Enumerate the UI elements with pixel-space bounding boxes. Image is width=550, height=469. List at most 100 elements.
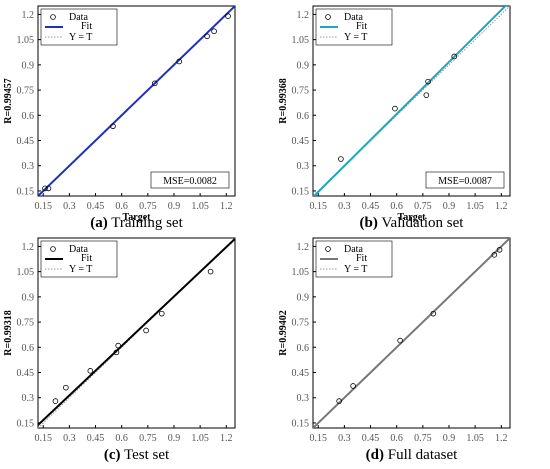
y-tick-label: 0.45 <box>292 136 310 147</box>
x-tick-label: 1.05 <box>191 433 209 444</box>
data-point <box>52 398 59 404</box>
legend-label: Y = T <box>69 264 92 275</box>
x-tick-label: 0.45 <box>362 201 380 212</box>
fit-line <box>313 238 510 428</box>
plot-area <box>313 238 510 428</box>
caption-letter: (a) <box>90 215 108 231</box>
y-tick-label: 1.2 <box>22 242 35 253</box>
data-point <box>225 13 231 19</box>
data-point <box>491 252 498 258</box>
plot-area <box>38 238 235 428</box>
x-tick-label: 0.3 <box>338 201 351 212</box>
plot-area <box>313 6 510 196</box>
legend-marker-data <box>325 246 331 252</box>
data-point <box>176 58 183 65</box>
fit-line <box>38 238 235 426</box>
x-tick-label: 1.2 <box>220 201 233 212</box>
legend-label: Data <box>69 12 88 23</box>
x-tick-label: 0.75 <box>414 433 432 444</box>
x-tick-label: 1.2 <box>495 433 508 444</box>
legend-marker-data <box>325 14 331 20</box>
data-point <box>110 123 116 130</box>
y-tick-label: 0.3 <box>22 393 35 404</box>
y-axis-label: R=0.99318 <box>3 310 14 355</box>
data-point <box>338 156 344 162</box>
x-tick-label: 0.45 <box>87 201 105 212</box>
data-point <box>423 92 430 98</box>
y-tick-label: 1.2 <box>297 10 310 21</box>
caption-text: Full dataset <box>384 447 458 463</box>
mse-label: MSE=0.0087 <box>438 176 492 187</box>
data-point <box>115 342 121 349</box>
y-tick-label: 0.75 <box>17 318 35 329</box>
x-tick-label: 0.9 <box>168 201 181 212</box>
y-tick-label: 0.15 <box>17 186 35 197</box>
data-point <box>204 33 210 40</box>
y-tick-label: 1.05 <box>292 35 310 46</box>
x-tick-label: 0.15 <box>34 201 52 212</box>
mse-box <box>425 171 505 189</box>
x-tick-label: 0.9 <box>168 433 181 444</box>
y-tick-label: 0.45 <box>292 368 310 379</box>
x-tick-label: 1.2 <box>495 201 508 212</box>
legend-label: Fit <box>356 253 367 264</box>
x-axis-label: Target <box>398 212 427 223</box>
legend-marker-data <box>50 14 56 20</box>
y-tick-label: 1.05 <box>17 35 35 46</box>
y-tick-label: 1.05 <box>17 267 35 278</box>
y-tick-label: 1.2 <box>22 10 35 21</box>
y-axis-label: R=0.99402 <box>278 310 289 355</box>
chart-svg: 0.15 0.15 0.3 0.3 0.45 0.45 0.6 0.6 0.75 0.75 0.9 0… <box>3 5 236 231</box>
x-tick-label: 1.05 <box>466 433 484 444</box>
x-tick-label: 1.2 <box>220 433 233 444</box>
data-point <box>143 327 149 334</box>
legend-label: Y = T <box>69 32 92 43</box>
legend-label: Data <box>69 244 88 255</box>
legend-label: Data <box>344 12 363 23</box>
panel-caption: (c) Test set <box>104 447 170 463</box>
y-tick-label: 0.3 <box>297 393 310 404</box>
data-point <box>451 53 458 60</box>
chart-panel-test: 0.15 0.15 0.3 0.3 0.45 0.45 0.6 0.6 0.75 0.75 0.9 0… <box>0 232 275 464</box>
x-tick-label: 0.6 <box>115 433 128 444</box>
y-tick-label: 0.9 <box>22 60 35 71</box>
mse-label: MSE=0.0082 <box>163 176 217 187</box>
x-tick-label: 0.6 <box>115 201 128 212</box>
x-tick-label: 0.3 <box>63 433 76 444</box>
data-point <box>63 384 69 391</box>
y-tick-label: 0.9 <box>297 292 310 303</box>
data-point <box>113 349 120 356</box>
panel-caption: (d) Full dataset <box>366 447 458 463</box>
caption-letter: (b) <box>360 215 378 231</box>
y-tick-label: 1.05 <box>292 267 310 278</box>
x-tick-label: 0.75 <box>139 433 157 444</box>
y-tick-label: 0.6 <box>22 111 35 122</box>
data-point <box>336 398 342 404</box>
x-tick-label: 0.9 <box>443 433 456 444</box>
data-point <box>397 337 403 344</box>
fit-line <box>38 6 235 196</box>
data-point <box>152 80 158 87</box>
caption-letter: (d) <box>366 447 384 463</box>
fit-line <box>313 6 507 196</box>
legend-label: Y = T <box>344 32 367 43</box>
x-tick-label: 0.45 <box>362 433 380 444</box>
data-point <box>45 185 52 192</box>
data-point <box>350 383 356 389</box>
x-axis-label: Target <box>123 212 152 223</box>
chart-svg: 0.15 0.15 0.3 0.3 0.45 0.45 0.6 0.6 0.75 0.75 0.9 0… <box>278 237 511 463</box>
data-point <box>430 310 437 317</box>
x-tick-label: 0.6 <box>390 201 403 212</box>
y-tick-label: 0.15 <box>17 418 35 429</box>
chart-panel-training: 0.15 0.15 0.3 0.3 0.45 0.45 0.6 0.6 0.75 0.75 0.9 0… <box>0 0 275 232</box>
legend-label: Y = T <box>344 264 367 275</box>
x-tick-label: 0.3 <box>63 201 76 212</box>
panel-caption: (b) Validation set <box>360 215 465 231</box>
x-tick-label: 0.75 <box>139 201 157 212</box>
x-tick-label: 1.05 <box>191 201 209 212</box>
legend-label: Data <box>344 244 363 255</box>
caption-text: Validation set <box>378 215 464 231</box>
caption-letter: (c) <box>104 447 121 463</box>
data-point <box>87 368 94 374</box>
y-axis-label: R=0.99368 <box>278 78 289 123</box>
